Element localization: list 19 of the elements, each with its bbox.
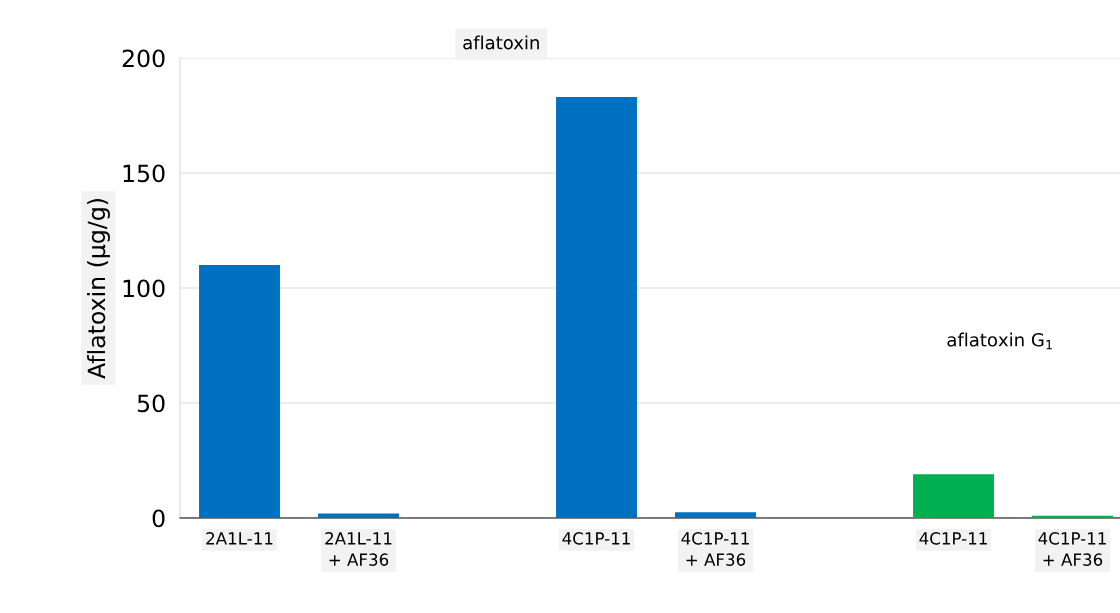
y-tick-label: 150	[123, 164, 165, 183]
annotation: aflatoxin G$_{1}$	[947, 332, 1052, 350]
y-tick-label: 0	[152, 509, 165, 528]
bar	[318, 513, 399, 518]
x-tick-label: 2A1L-11 + AF36	[325, 532, 392, 566]
y-axis-title: Aflatoxin (µg/g)	[87, 199, 110, 379]
x-tick-label: 4C1P-11	[562, 532, 630, 545]
x-tick-label: 4C1P-11 + AF36	[1038, 532, 1106, 566]
bar	[675, 512, 756, 518]
bar	[556, 97, 637, 518]
y-tick-label: 200	[122, 49, 165, 68]
x-tick-label: 4C1P-11 + AF36	[681, 532, 749, 566]
y-tick-label: 100	[123, 279, 165, 298]
x-tick-label: 2A1L-11	[206, 532, 273, 545]
x-tick-label: 4C1P-11	[919, 532, 987, 545]
bar	[913, 474, 994, 518]
text: aflatoxin	[463, 35, 539, 50]
y-tick-label: 50	[137, 394, 165, 413]
bar	[199, 265, 280, 518]
